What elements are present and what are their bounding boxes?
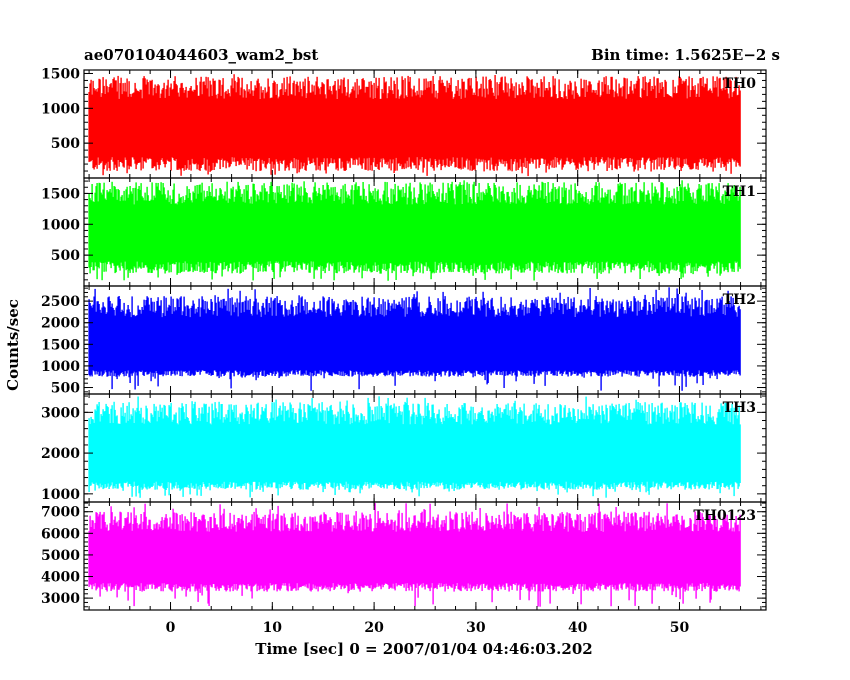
x-tick-label: 40 [568,620,588,636]
series-th2 [88,287,741,391]
y-tick-label: 1000 [41,359,80,375]
y-tick-label: 6000 [41,526,80,542]
x-tick-label: 50 [670,620,690,636]
y-tick-label: 1500 [41,186,80,202]
y-tick-label: 2000 [41,316,80,332]
y-tick-label: 7000 [41,505,80,521]
y-tick-label: 1000 [41,101,80,117]
x-tick-label: 10 [263,620,283,636]
panel-frame [83,501,767,611]
series-th1 [88,180,741,281]
panel-th2: 500 1000 1500 2000 2500 TH2 [41,285,767,397]
y-tick-label: 5000 [41,548,80,564]
chart-subtitle: Bin time: 1.5625E−2 s [591,46,780,64]
series-th0123 [88,503,741,607]
y-tick-label: 500 [51,136,80,152]
y-tick-label: 500 [51,248,80,264]
y-axis-title: Counts/sec [4,299,22,391]
x-tick-label: 0 [166,620,176,636]
y-tick-label: 3000 [41,591,80,607]
y-tick-label: 1500 [41,337,80,353]
series-th0 [88,74,741,177]
y-tick-label: 500 [51,381,80,397]
y-tick-label: 2000 [41,446,80,462]
y-tick-label: 1000 [41,217,80,233]
y-tick-label: 1000 [41,487,80,503]
y-tick-label: 4000 [41,570,80,586]
series-th3 [88,396,741,498]
panel-th1: 500 1000 1500 TH1 [41,177,767,287]
y-tick-label: 3000 [41,405,80,421]
panel-label-th1: TH1 [723,184,756,200]
panel-label-th0123: TH0123 [693,508,756,524]
x-tick-label: 30 [466,620,486,636]
x-tick-label: 20 [364,620,384,636]
x-axis-title: Time [sec] 0 = 2007/01/04 04:46:03.202 [255,640,592,658]
chart-title: ae070104044603_wam2_bst [84,46,318,64]
panel-th3: 1000 2000 3000 TH3 [41,393,767,503]
y-tick-label: 1500 [41,66,80,82]
panel-th0123: 3000 4000 5000 6000 7000 TH0123 [41,501,767,611]
panel-label-th2: TH2 [723,292,756,308]
y-tick-label: 2500 [41,294,80,310]
panel-label-th0: TH0 [723,76,757,92]
panel-th0: 500 1000 1500 TH0 [41,66,767,179]
panel-label-th3: TH3 [723,400,756,416]
